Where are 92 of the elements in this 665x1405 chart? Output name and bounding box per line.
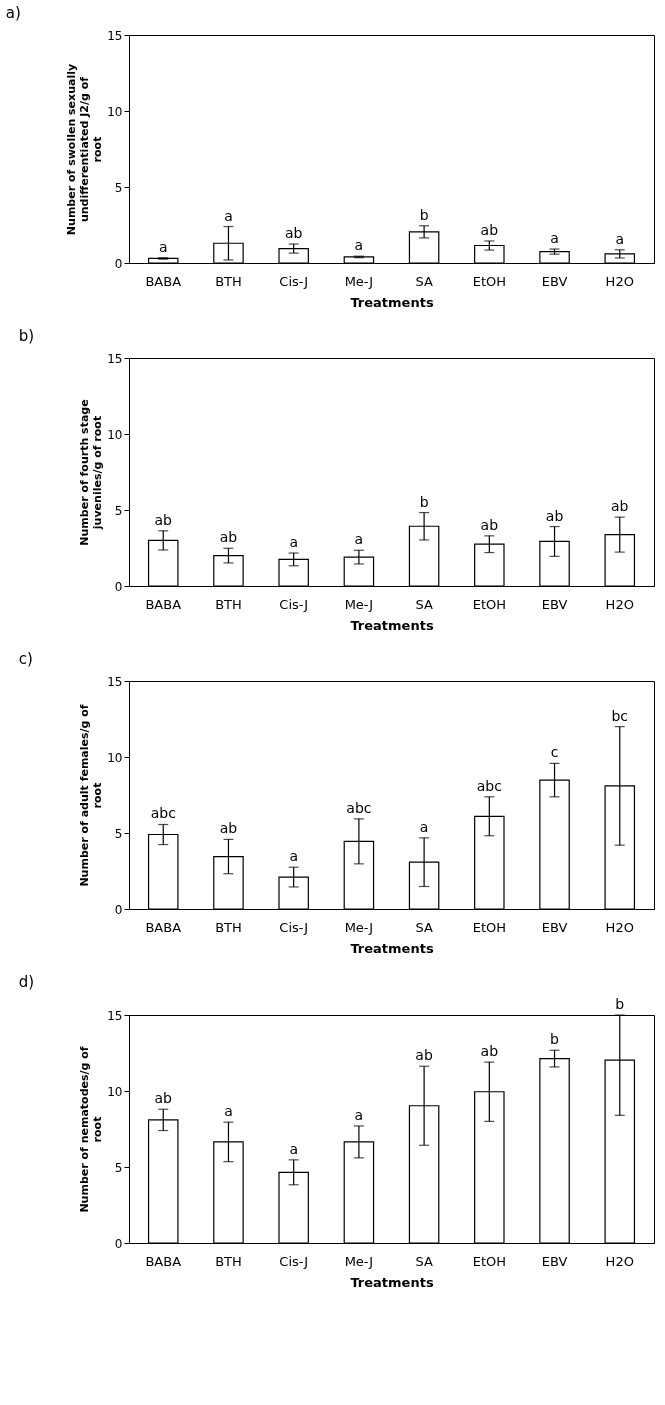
y-tick-label: 5	[114, 180, 123, 195]
annotation: b	[550, 1031, 560, 1048]
x-tick-label: Cis-J	[279, 596, 309, 612]
annotation: abc	[150, 805, 176, 822]
annotation: ab	[154, 1090, 173, 1107]
x-tick-label: SA	[415, 1253, 433, 1269]
annotation: a	[289, 1140, 298, 1157]
annotation: a	[224, 1103, 233, 1120]
x-tick-label: H2O	[605, 919, 634, 935]
y-tick-label: 15	[107, 1008, 123, 1023]
annotation: ab	[480, 516, 499, 533]
annotation: a	[354, 237, 364, 254]
x-tick-label: H2O	[605, 596, 634, 612]
annotation: ab	[415, 1047, 433, 1064]
annotation: a	[224, 207, 233, 224]
x-tick-label: EBV	[541, 273, 568, 289]
y-tick-label: 15	[107, 674, 123, 689]
y-tick-label: 5	[114, 826, 123, 841]
x-tick-label: H2O	[605, 1253, 634, 1269]
y-tick-label: 5	[114, 503, 123, 518]
annotation: a	[354, 531, 364, 548]
y-tick-label: 10	[107, 104, 123, 119]
y-tick-label: 0	[114, 579, 123, 594]
y-tick-label: 10	[107, 427, 123, 442]
annotation: b	[419, 493, 429, 510]
x-tick-label: BABA	[145, 919, 182, 935]
annotation: ab	[545, 507, 564, 524]
annotation: a	[158, 238, 168, 255]
annotation: bc	[611, 707, 629, 724]
x-tick-label: Me-J	[344, 273, 374, 289]
x-tick-label: Cis-J	[279, 273, 309, 289]
x-tick-label: SA	[415, 919, 433, 935]
annotation: a	[419, 818, 429, 835]
x-axis-title: Treatments	[350, 940, 434, 956]
x-tick-label: Cis-J	[279, 919, 309, 935]
annotation: b	[419, 206, 429, 223]
x-axis-title: Treatments	[350, 294, 434, 310]
x-axis-title: Treatments	[350, 1274, 434, 1290]
y-tick-label: 5	[114, 1160, 123, 1175]
annotation: ab	[284, 225, 303, 241]
x-tick-label: BTH	[215, 273, 242, 289]
x-tick-label: BABA	[145, 273, 182, 289]
x-tick-label: BTH	[215, 1253, 242, 1269]
x-tick-label: BABA	[145, 596, 182, 612]
text: b	[615, 996, 625, 1012]
annotation: ab	[219, 529, 238, 546]
x-tick-label: EtOH	[472, 1253, 506, 1269]
x-tick-label: EtOH	[472, 596, 506, 612]
x-tick-label: BTH	[215, 919, 242, 935]
y-tick-label: 10	[107, 1084, 123, 1099]
x-tick-label: EBV	[541, 596, 568, 612]
x-tick-label: EtOH	[472, 273, 506, 289]
y-axis-title: Number of adult females/g of root	[78, 704, 105, 887]
x-tick-label: Me-J	[344, 919, 374, 935]
chart-title: d)	[18, 973, 35, 991]
annotation: ab	[154, 511, 173, 528]
y-tick-label: 15	[107, 28, 123, 43]
x-tick-label: EtOH	[472, 919, 506, 935]
annotation: ab	[480, 1043, 499, 1060]
y-tick-label: 10	[107, 750, 123, 765]
annotation: abc	[346, 799, 372, 816]
x-axis-title: Treatments	[350, 617, 434, 633]
annotation: ab	[219, 820, 238, 837]
y-axis-title: Number of nematodes/g of root	[78, 1046, 105, 1213]
x-tick-label: H2O	[605, 273, 634, 289]
annotation: a	[615, 230, 625, 247]
x-tick-label: Cis-J	[279, 1253, 309, 1269]
x-tick-label: SA	[415, 273, 433, 289]
x-tick-label: BABA	[145, 1253, 182, 1269]
annotation: a	[550, 230, 559, 247]
annotation: a	[289, 848, 298, 865]
annotation: ab	[480, 221, 499, 238]
annotation: c	[550, 744, 559, 761]
chart-title: c)	[18, 650, 33, 668]
y-tick-label: 0	[114, 1236, 123, 1251]
x-tick-label: EBV	[541, 1253, 568, 1269]
x-tick-label: EBV	[541, 919, 568, 935]
x-tick-label: BTH	[215, 596, 242, 612]
chart-title: a)	[5, 4, 21, 22]
y-axis-title: Number of fourth stage juveniles/g of root	[78, 399, 105, 546]
y-tick-label: 15	[107, 351, 123, 366]
y-tick-label: 0	[114, 256, 123, 271]
annotation: ab	[611, 498, 629, 515]
y-tick-label: 0	[114, 902, 123, 917]
y-axis-title: Number of swollen sexually undifferentiated J2/g of root	[65, 63, 105, 236]
x-tick-label: Me-J	[344, 1253, 374, 1269]
annotation: abc	[476, 777, 502, 794]
x-tick-label: Me-J	[344, 596, 374, 612]
chart-title: b)	[18, 327, 35, 345]
annotation: a	[289, 534, 298, 551]
annotation: a	[354, 1106, 364, 1123]
x-tick-label: SA	[415, 596, 433, 612]
